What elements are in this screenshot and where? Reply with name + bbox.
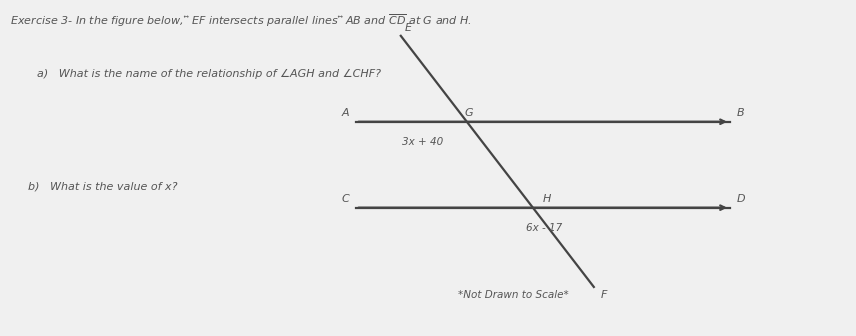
Text: C: C <box>342 194 349 204</box>
Text: F: F <box>601 290 607 300</box>
Text: D: D <box>737 194 746 204</box>
Text: a)   What is the name of the relationship of ∠AGH and ∠CHF?: a) What is the name of the relationship … <box>37 69 381 79</box>
Text: b)   What is the value of x?: b) What is the value of x? <box>28 181 178 191</box>
Text: 3x + 40: 3x + 40 <box>402 137 443 146</box>
Text: E: E <box>405 23 412 33</box>
Text: A: A <box>342 109 349 118</box>
Text: G: G <box>465 109 473 118</box>
Text: H: H <box>543 194 551 204</box>
Text: Exercise 3- In the figure below, $\overleftrightarrow{EF}$ intersects parallel l: Exercise 3- In the figure below, $\overl… <box>9 13 472 30</box>
Text: B: B <box>737 109 745 118</box>
Text: 6x - 17: 6x - 17 <box>526 222 562 233</box>
Text: *Not Drawn to Scale*: *Not Drawn to Scale* <box>458 290 568 300</box>
